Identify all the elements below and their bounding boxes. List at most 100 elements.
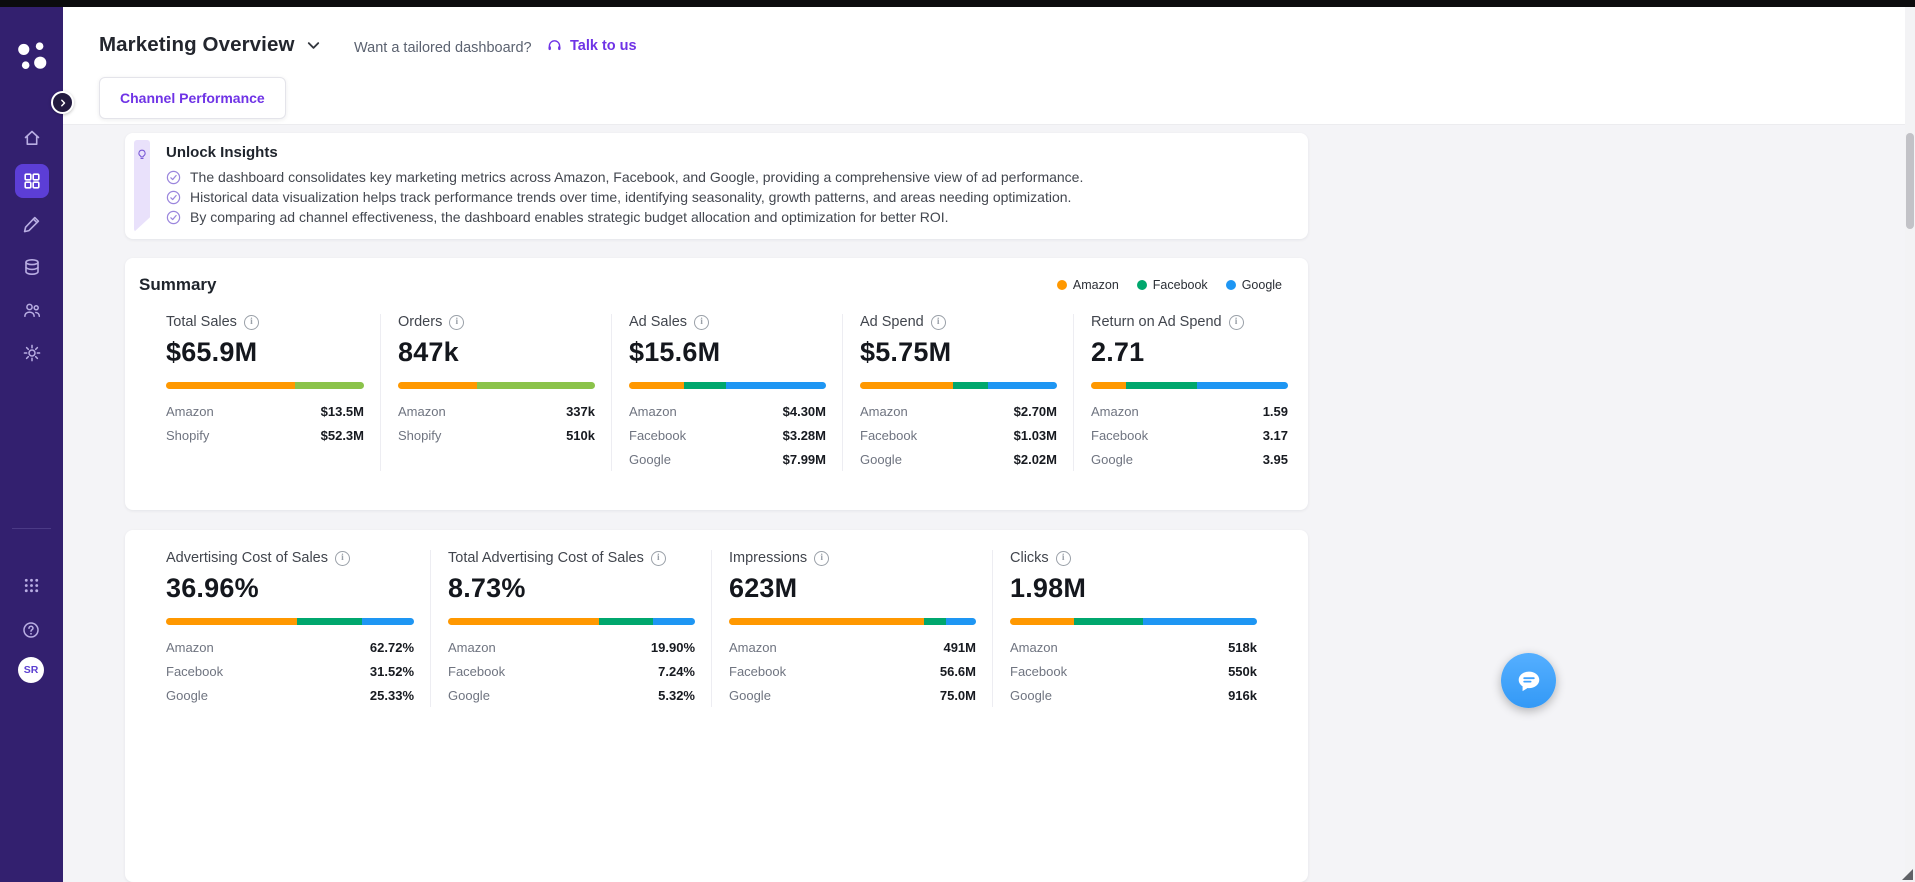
info-icon[interactable]: i — [814, 550, 830, 566]
breakdown-value: 518k — [1228, 639, 1257, 655]
tagline-text: Want a tailored dashboard? — [354, 40, 532, 56]
breakdown-value: 31.52% — [369, 663, 414, 679]
database-icon — [24, 258, 39, 276]
breakdown-row: Google 25.33% — [166, 683, 414, 707]
breakdown-row: Google 3.95 — [1091, 447, 1288, 471]
sidebar-item-data[interactable] — [15, 250, 49, 284]
info-icon[interactable]: i — [449, 314, 465, 330]
app-logo[interactable] — [13, 38, 51, 76]
breakdown-row: Amazon 1.59 — [1091, 399, 1288, 423]
breakdown-row: Amazon 19.90% — [448, 635, 695, 659]
breakdown-value: $52.3M — [320, 427, 364, 443]
bar-segment-shopify — [476, 382, 595, 389]
page-scrollbar-thumb[interactable] — [1906, 133, 1914, 229]
breakdown-name: Facebook — [629, 427, 687, 443]
insight-bullet: By comparing ad channel effectiveness, t… — [166, 209, 1284, 225]
bar-segment-amazon — [166, 618, 298, 625]
metric-clicks: Clicks i 1.98M Amazon 518k Facebook 550k Google… — [992, 550, 1257, 707]
bar-segment-amazon — [729, 618, 925, 625]
bar-segment-google — [652, 618, 695, 625]
metric-bar — [448, 618, 695, 625]
unlock-insights-card: Unlock Insights The dashboard consolidat… — [125, 133, 1308, 239]
bar-segment-google — [1197, 382, 1288, 389]
bar-segment-google — [361, 618, 414, 625]
breakdown-row: Amazon $2.70M — [860, 399, 1057, 423]
bar-segment-amazon — [448, 618, 599, 625]
gear-icon — [23, 344, 40, 362]
legend-item-facebook: Facebook — [1136, 278, 1208, 292]
breakdown-value: $1.03M — [1013, 427, 1057, 443]
metric-ad-sales: Ad Sales i $15.6M Amazon $4.30M Facebook $3.28… — [611, 314, 826, 471]
bar-segment-google — [1143, 618, 1257, 625]
info-icon[interactable]: i — [694, 314, 710, 330]
bar-segment-google — [946, 618, 976, 625]
breakdown-value: $13.5M — [320, 403, 364, 419]
dashboard-selector[interactable]: Marketing Overview — [99, 33, 322, 57]
info-icon[interactable]: i — [650, 550, 666, 566]
breakdown-value: 3.17 — [1262, 427, 1288, 443]
bar-segment-facebook — [1126, 382, 1198, 389]
sidebar-item-settings[interactable] — [15, 336, 49, 370]
sidebar-item-users[interactable] — [15, 293, 49, 327]
tab-channel-performance[interactable]: Channel Performance — [99, 77, 286, 119]
info-icon[interactable]: i — [335, 550, 350, 566]
sidebar-item-design[interactable] — [15, 207, 49, 241]
breakdown-value: $2.02M — [1013, 451, 1057, 467]
metric-value: 623M — [729, 573, 798, 603]
breakdown-name: Shopify — [166, 427, 210, 443]
breakdown-name: Amazon — [1091, 403, 1139, 419]
info-icon[interactable]: i — [930, 314, 946, 330]
breakdown-name: Amazon — [448, 639, 496, 655]
bar-segment-facebook — [598, 618, 653, 625]
breakdown-value: 337k — [566, 403, 595, 419]
bar-segment-amazon — [166, 382, 295, 389]
legend-dot — [1056, 280, 1067, 290]
pen-icon — [23, 216, 39, 233]
sidebar-item-apps[interactable] — [14, 568, 48, 602]
bar-segment-shopify — [294, 382, 364, 389]
breakdown-name: Facebook — [860, 427, 918, 443]
chevron-down-icon[interactable] — [305, 37, 322, 54]
logo-mark-icon — [18, 42, 47, 70]
chat-bubble-icon — [1518, 671, 1539, 691]
metric-label-text: Total Sales — [166, 314, 237, 330]
talk-to-us-label: Talk to us — [570, 37, 637, 54]
metric-breakdown: Amazon 62.72% Facebook 31.52% Google 25.33% — [166, 635, 414, 707]
bar-segment-facebook — [924, 618, 947, 625]
sidebar-expand-button[interactable] — [51, 91, 74, 114]
breakdown-row: Amazon $13.5M — [166, 399, 364, 423]
breakdown-value: 19.90% — [650, 639, 695, 655]
user-avatar[interactable]: SR — [18, 657, 44, 683]
breakdown-value: 62.72% — [369, 639, 414, 655]
insight-text: Historical data visualization helps trac… — [190, 189, 1072, 205]
breakdown-row: Google $2.02M — [860, 447, 1057, 471]
breakdown-name: Amazon — [860, 403, 908, 419]
bar-segment-amazon — [629, 382, 685, 389]
summary-metrics: Total Sales i $65.9M Amazon $13.5M Shopify $52… — [166, 314, 1288, 471]
breakdown-row: Shopify 510k — [398, 423, 595, 447]
sidebar-nav — [0, 121, 63, 370]
breakdown-value: 25.33% — [369, 687, 414, 703]
legend-label: Facebook — [1152, 278, 1208, 292]
legend: Amazon Facebook Google — [1056, 278, 1282, 292]
chat-widget-button[interactable] — [1501, 653, 1556, 708]
sidebar-item-dashboards[interactable] — [14, 164, 49, 198]
info-icon[interactable]: i — [1228, 314, 1244, 330]
metric-label: Ad Spend i — [860, 314, 1057, 330]
bar-segment-facebook — [952, 382, 989, 389]
page-scrollbar-track[interactable] — [1905, 7, 1915, 882]
summary-card-header: Summary Amazon Facebook Google — [125, 258, 1308, 310]
metric-bar — [398, 382, 595, 389]
breakdown-row: Amazon $4.30M — [629, 399, 826, 423]
metric-label: Total Sales i — [166, 314, 364, 330]
talk-to-us-link[interactable]: Talk to us — [546, 37, 637, 54]
breakdown-value: 491M — [943, 639, 976, 655]
info-icon[interactable]: i — [243, 314, 259, 330]
insights-ribbon — [134, 140, 150, 232]
sidebar-item-help[interactable] — [14, 613, 48, 647]
metric-value: $15.6M — [629, 337, 721, 367]
sidebar-item-home[interactable] — [15, 121, 49, 155]
breakdown-name: Shopify — [398, 427, 442, 443]
info-icon[interactable]: i — [1055, 550, 1071, 566]
breakdown-row: Google 916k — [1010, 683, 1257, 707]
